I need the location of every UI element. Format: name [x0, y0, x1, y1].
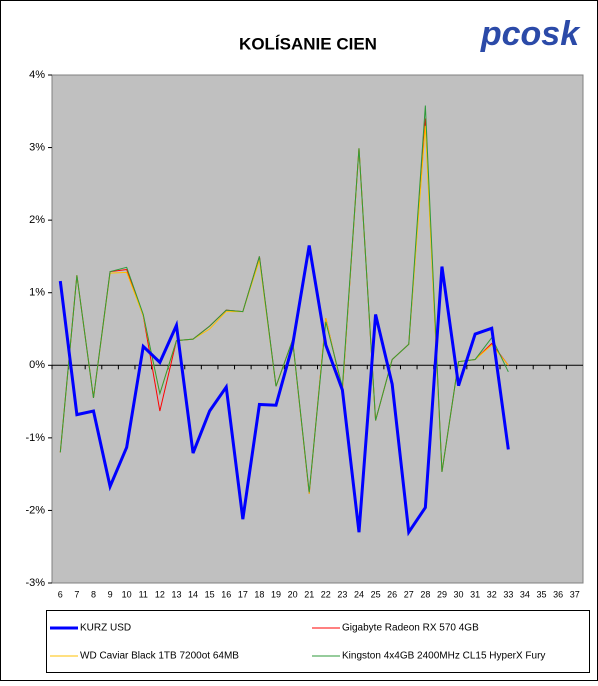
y-tick-label: 4%	[29, 69, 45, 81]
x-tick-label: 17	[238, 589, 248, 599]
x-tick-label: 11	[139, 589, 148, 599]
x-tick-label: 24	[354, 589, 364, 599]
x-tick-label: 10	[122, 589, 132, 599]
x-tick-label: 21	[304, 589, 314, 599]
logo: pcosk	[480, 15, 581, 53]
x-tick-label: 16	[221, 589, 231, 599]
y-tick-label: 2%	[29, 214, 45, 226]
x-tick-label: 8	[91, 589, 96, 599]
legend-label: KURZ USD	[80, 623, 131, 634]
x-tick-label: 28	[420, 589, 430, 599]
y-tick-label: 3%	[29, 141, 45, 153]
x-tick-label: 26	[387, 589, 397, 599]
x-tick-label: 13	[171, 589, 181, 599]
legend-label: WD Caviar Black 1TB 7200ot 64MB	[80, 651, 239, 662]
y-tick-label: -2%	[25, 504, 45, 516]
x-tick-label: 7	[74, 589, 79, 599]
x-tick-label: 34	[520, 589, 530, 599]
x-tick-label: 33	[503, 589, 513, 599]
y-tick-label: -1%	[25, 432, 45, 444]
series-line	[59, 105, 509, 493]
x-tick-label: 37	[570, 589, 580, 599]
x-tick-label: 30	[454, 589, 464, 599]
y-tick-label: 1%	[29, 287, 45, 299]
x-tick-label: 23	[337, 589, 347, 599]
x-tick-label: 22	[321, 589, 331, 599]
x-tick-label: 15	[205, 589, 215, 599]
plot-area	[51, 74, 584, 584]
x-tick-label: 18	[254, 589, 264, 599]
x-tick-label: 31	[470, 589, 480, 599]
x-tick-label: 14	[188, 589, 198, 599]
legend-label: Gigabyte Radeon RX 570 4GB	[342, 623, 479, 634]
x-tick-label: 20	[288, 589, 298, 599]
series-line	[58, 245, 510, 537]
x-tick-label: 36	[553, 589, 563, 599]
x-tick-label: 9	[108, 589, 113, 599]
x-tick-label: 29	[437, 589, 447, 599]
x-tick-label: 25	[371, 589, 381, 599]
legend-label: Kingston 4x4GB 2400MHz CL15 HyperX Fury	[342, 651, 545, 662]
x-tick-label: 32	[487, 589, 497, 599]
chart-title: KOLÍSANIE CIEN	[239, 34, 377, 53]
x-tick-label: 35	[537, 589, 547, 599]
x-tick-label: 19	[271, 589, 281, 599]
x-tick-label: 12	[155, 589, 165, 599]
x-tick-label: 27	[404, 589, 414, 599]
y-tick-label: 0%	[29, 359, 45, 371]
x-tick-label: 6	[58, 589, 63, 599]
legend-box	[46, 610, 590, 673]
y-tick-label: -3%	[25, 577, 45, 589]
